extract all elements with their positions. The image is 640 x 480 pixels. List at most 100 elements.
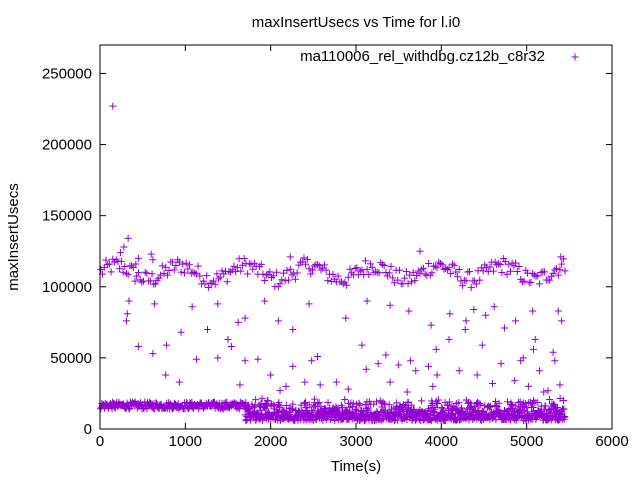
- scatter-point: [529, 397, 537, 405]
- scatter-point: [446, 398, 454, 406]
- scatter-point: [511, 377, 519, 385]
- scatter-point: [473, 371, 481, 379]
- scatter-point: [559, 405, 567, 413]
- scatter-point: [339, 280, 347, 288]
- scatter-point: [215, 275, 223, 283]
- x-tick-label: 3000: [339, 433, 372, 450]
- scatter-point: [343, 281, 351, 289]
- scatter-point: [104, 261, 112, 269]
- scatter-point: [404, 280, 412, 288]
- scatter-point: [549, 269, 557, 277]
- scatter-point: [240, 255, 248, 263]
- scatter-point: [455, 367, 463, 375]
- scatter-point: [470, 306, 478, 314]
- scatter-point: [382, 351, 390, 359]
- scatter-point: [443, 265, 451, 273]
- scatter-point: [331, 416, 339, 424]
- scatter-point: [529, 307, 537, 315]
- scatter-point: [512, 317, 520, 325]
- scatter-point: [546, 395, 554, 403]
- scatter-point: [281, 277, 289, 285]
- scatter-point: [180, 269, 188, 277]
- scatter-point: [537, 268, 545, 276]
- y-axis: 0 50000 100000 150000 200000 250000: [42, 65, 612, 438]
- scatter-point: [117, 257, 125, 265]
- scatter-point: [425, 260, 433, 268]
- scatter-point: [107, 268, 115, 276]
- scatter-point: [438, 404, 446, 412]
- scatter-point: [386, 301, 394, 309]
- x-axis-label: Time(s): [331, 458, 381, 475]
- scatter-point: [425, 362, 433, 370]
- scatter-point: [266, 268, 274, 276]
- scatter-point: [149, 350, 157, 358]
- scatter-point: [334, 272, 342, 280]
- scatter-point: [122, 317, 130, 325]
- scatter-point: [485, 402, 493, 410]
- scatter-point: [307, 270, 315, 278]
- scatter-point: [128, 262, 136, 270]
- scatter-point: [557, 253, 565, 261]
- scatter-point: [273, 268, 281, 276]
- scatter-point: [438, 261, 446, 269]
- scatter-point: [186, 261, 194, 269]
- scatter-point: [199, 277, 207, 285]
- scatter-point: [427, 321, 435, 329]
- scatter-point: [513, 267, 521, 275]
- scatter-point: [518, 278, 526, 286]
- scatter-point: [341, 395, 349, 403]
- scatter-point: [445, 335, 453, 343]
- scatter-point: [274, 283, 282, 291]
- scatter-point: [421, 270, 429, 278]
- scatter-point: [365, 271, 373, 279]
- scatter-point: [170, 266, 178, 274]
- scatter-point: [230, 262, 238, 270]
- scatter-point: [305, 401, 313, 409]
- scatter-point: [356, 401, 364, 409]
- scatter-point: [320, 261, 328, 269]
- scatter-point: [464, 268, 472, 276]
- scatter-point: [314, 400, 322, 408]
- scatter-point: [495, 399, 503, 407]
- scatter-point: [175, 378, 183, 386]
- scatter-point: [394, 276, 402, 284]
- x-tick-label: 1000: [169, 433, 202, 450]
- scatter-point: [419, 264, 427, 272]
- scatter-point: [256, 406, 264, 414]
- scatter-point: [236, 381, 244, 389]
- scatter-point: [270, 402, 278, 410]
- scatter-point: [122, 269, 130, 277]
- scatter-point: [515, 262, 523, 270]
- scatter-point: [418, 397, 426, 405]
- scatter-point: [367, 260, 375, 268]
- scatter-point: [506, 415, 514, 423]
- scatter-point: [192, 355, 200, 363]
- scatter-point: [182, 259, 190, 267]
- scatter-point: [241, 314, 249, 322]
- scatter-point: [472, 280, 480, 288]
- scatter-point: [155, 274, 163, 282]
- scatter-point: [374, 360, 382, 368]
- scatter-point: [476, 276, 484, 284]
- scatter-point: [332, 378, 340, 386]
- scatter-point: [358, 341, 366, 349]
- scatter-point: [316, 381, 324, 389]
- scatter-point: [517, 357, 525, 365]
- scatter-point: [553, 265, 561, 273]
- scatter-point: [314, 261, 322, 269]
- scatter-point: [482, 311, 490, 319]
- scatter-point: [250, 259, 258, 267]
- scatter-point: [559, 414, 567, 422]
- scatter-point: [269, 272, 277, 280]
- y-tick-label: 100000: [42, 279, 92, 296]
- scatter-point: [172, 262, 180, 270]
- scatter-point: [276, 403, 284, 411]
- scatter-point: [191, 269, 199, 277]
- scatter-point: [262, 401, 270, 409]
- scatter-point: [134, 343, 142, 351]
- scatter-point: [134, 254, 142, 262]
- scatter-point: [368, 263, 376, 271]
- scatter-point: [177, 328, 185, 336]
- scatter-point: [196, 272, 204, 280]
- x-tick-label: 0: [96, 433, 104, 450]
